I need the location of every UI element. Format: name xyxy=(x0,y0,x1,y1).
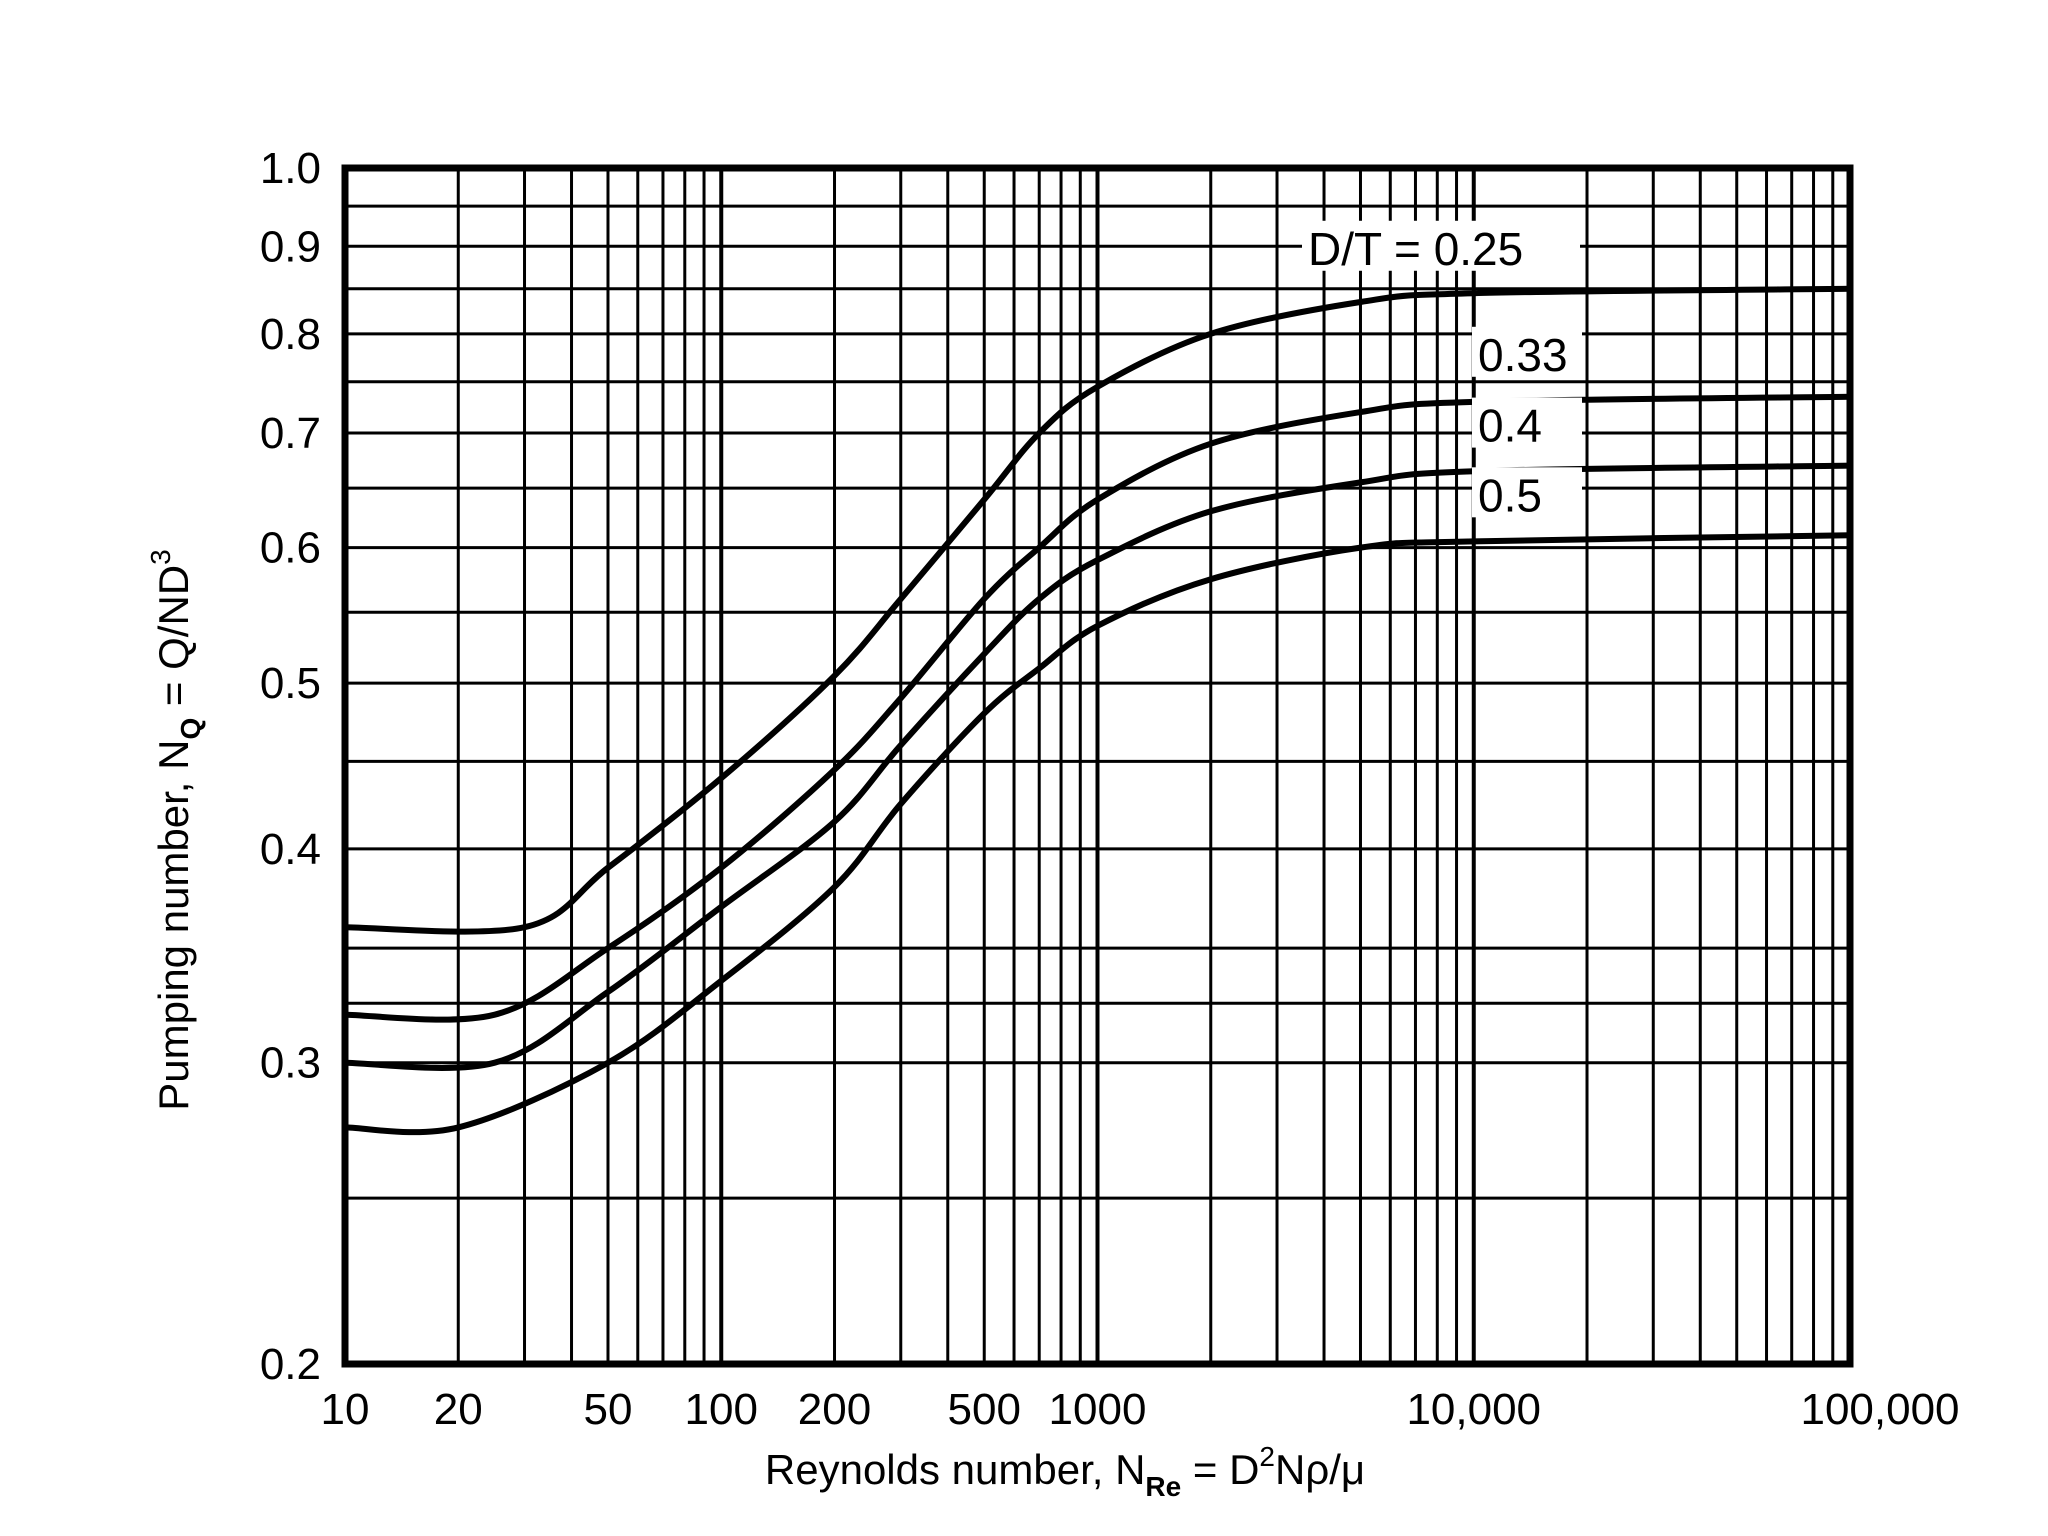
series-label-background xyxy=(1472,467,1582,518)
y-tick-label: 0.5 xyxy=(260,659,321,708)
y-tick-label: 0.7 xyxy=(260,409,321,458)
y-tick-labels: 0.2 0.3 0.4 0.5 0.6 0.7 0.8 0.9 1.0 xyxy=(260,144,321,1389)
series-label: 0.4 xyxy=(1478,400,1542,452)
series-label-background xyxy=(1472,397,1582,448)
series-lines xyxy=(344,285,1851,1136)
series-line-3 xyxy=(344,462,1851,1071)
x-axis-title-subscript: Re xyxy=(1145,1471,1181,1502)
x-axis-title-superscript: 2 xyxy=(1259,1441,1275,1472)
x-tick-label: 100,000 xyxy=(1800,1385,1959,1434)
x-axis-title-prefix: Reynolds number, N xyxy=(765,1446,1146,1493)
x-tick-labels: 10 20 50 100 200 500 1000 10,000 100,000 xyxy=(321,1385,1960,1434)
y-tick-label: 0.3 xyxy=(260,1039,321,1088)
y-tick-label: 0.6 xyxy=(260,524,321,573)
series-line-4 xyxy=(344,532,1851,1136)
x-tick-label: 20 xyxy=(434,1385,483,1434)
x-axis-title-middle: = D xyxy=(1181,1446,1259,1493)
x-tick-label: 500 xyxy=(948,1385,1021,1434)
y-axis-title-middle: = Q/ND xyxy=(150,565,197,718)
x-tick-label: 10 xyxy=(321,1385,370,1434)
series-label: 0.5 xyxy=(1478,469,1542,521)
y-tick-label: 0.8 xyxy=(260,310,321,359)
series-label: D/T = 0.25 xyxy=(1308,223,1523,275)
y-axis-title: Pumping number, NQ = Q/ND3 xyxy=(145,549,206,1110)
series-labels: D/T = 0.25 0.33 0.4 0.5 xyxy=(1302,220,1582,521)
x-axis-title: Reynolds number, NRe = D2Nρ/μ xyxy=(765,1441,1365,1502)
y-tick-label: 0.9 xyxy=(260,222,321,271)
series-label-background xyxy=(1302,220,1580,271)
y-axis-title-prefix: Pumping number, N xyxy=(150,740,197,1111)
y-tick-label: 0.2 xyxy=(260,1340,321,1389)
series-line-2 xyxy=(344,393,1851,1023)
y-axis-title-subscript: Q xyxy=(175,718,206,740)
series-label: 0.33 xyxy=(1478,329,1568,381)
series-line-1 xyxy=(344,285,1851,935)
plot-frame xyxy=(341,164,1854,1368)
x-tick-label: 100 xyxy=(685,1385,758,1434)
y-axis-title-superscript: 3 xyxy=(145,549,176,565)
x-axis-title-suffix: Nρ/μ xyxy=(1275,1446,1365,1493)
x-tick-label: 50 xyxy=(584,1385,633,1434)
series-label-background xyxy=(1472,326,1582,377)
grid xyxy=(343,166,1850,1366)
x-tick-label: 1000 xyxy=(1049,1385,1147,1434)
y-tick-label: 1.0 xyxy=(260,144,321,193)
y-tick-label: 0.4 xyxy=(260,825,321,874)
x-tick-label: 200 xyxy=(798,1385,871,1434)
x-tick-label: 10,000 xyxy=(1406,1385,1541,1434)
